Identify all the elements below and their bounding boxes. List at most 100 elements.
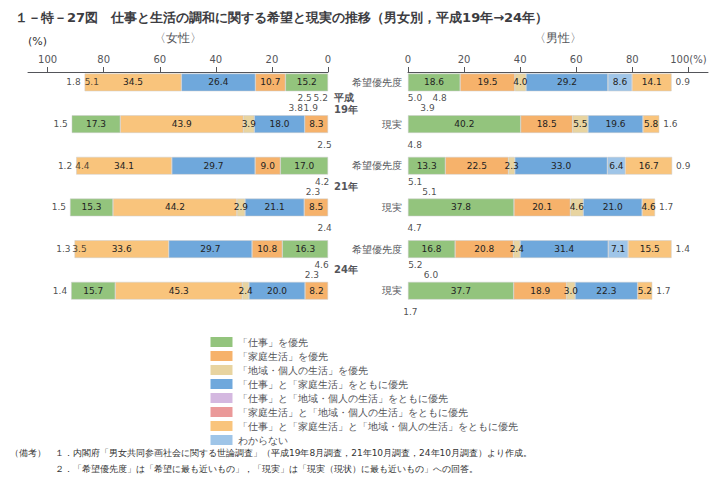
- svg-text:21.1: 21.1: [265, 202, 285, 212]
- svg-text:13.3: 13.3: [417, 161, 437, 171]
- svg-text:1.4: 1.4: [53, 286, 68, 296]
- svg-text:1.4: 1.4: [676, 244, 691, 254]
- svg-text:33.0: 33.0: [551, 161, 571, 171]
- svg-text:「仕事」と「家庭生活」をともに優先: 「仕事」と「家庭生活」をともに優先: [238, 379, 408, 390]
- svg-text:18.5: 18.5: [537, 119, 557, 129]
- svg-text:7.1: 7.1: [611, 244, 625, 254]
- svg-text:(%): (%): [28, 35, 47, 48]
- svg-text:20: 20: [266, 54, 279, 65]
- svg-text:16.8: 16.8: [422, 244, 442, 254]
- svg-text:「仕事」を優先: 「仕事」を優先: [238, 337, 308, 348]
- svg-text:1.2: 1.2: [58, 161, 72, 171]
- svg-text:100: 100: [38, 54, 57, 65]
- svg-text:20.0: 20.0: [267, 286, 287, 296]
- svg-text:〈男性〉: 〈男性〉: [534, 31, 582, 45]
- svg-text:17.0: 17.0: [294, 161, 314, 171]
- svg-text:1.7: 1.7: [403, 307, 417, 317]
- svg-text:5.8: 5.8: [644, 119, 659, 129]
- svg-text:1.5: 1.5: [52, 202, 66, 212]
- svg-text:37.8: 37.8: [451, 202, 471, 212]
- svg-text:5.1: 5.1: [422, 187, 436, 197]
- svg-text:18.6: 18.6: [424, 77, 444, 87]
- svg-text:33.6: 33.6: [112, 244, 132, 254]
- svg-text:10.7: 10.7: [260, 77, 280, 87]
- svg-text:22.3: 22.3: [596, 286, 616, 296]
- svg-text:「仕事」と「地域・個人の生活」をともに優先: 「仕事」と「地域・個人の生活」をともに優先: [238, 393, 448, 404]
- svg-text:34.1: 34.1: [114, 161, 134, 171]
- svg-text:20.1: 20.1: [532, 202, 552, 212]
- svg-text:9.0: 9.0: [261, 161, 276, 171]
- svg-text:19.6: 19.6: [605, 119, 625, 129]
- svg-text:24年: 24年: [334, 264, 358, 275]
- svg-text:1.5: 1.5: [53, 119, 67, 129]
- svg-text:6.4: 6.4: [609, 161, 624, 171]
- svg-text:希望優先度: 希望優先度: [352, 244, 402, 255]
- svg-text:29.7: 29.7: [203, 161, 223, 171]
- svg-text:3.8: 3.8: [289, 103, 304, 113]
- svg-text:15.2: 15.2: [297, 77, 317, 87]
- svg-text:40: 40: [514, 54, 527, 65]
- svg-text:現実: 現実: [382, 119, 402, 130]
- svg-text:8.6: 8.6: [613, 77, 628, 87]
- svg-text:29.2: 29.2: [557, 77, 577, 87]
- svg-text:2.3: 2.3: [305, 270, 319, 280]
- svg-text:3.0: 3.0: [564, 286, 579, 296]
- svg-text:1.3: 1.3: [56, 244, 70, 254]
- svg-text:2.9: 2.9: [234, 202, 249, 212]
- svg-text:3.9: 3.9: [420, 103, 435, 113]
- svg-text:4.0: 4.0: [513, 77, 528, 87]
- svg-text:2.4: 2.4: [238, 286, 253, 296]
- svg-text:44.2: 44.2: [165, 202, 185, 212]
- svg-text:8.5: 8.5: [309, 202, 323, 212]
- svg-text:21.0: 21.0: [603, 202, 623, 212]
- svg-text:22.5: 22.5: [467, 161, 487, 171]
- svg-text:5.1: 5.1: [85, 77, 99, 87]
- svg-text:5.2: 5.2: [408, 260, 422, 270]
- svg-text:37.7: 37.7: [451, 286, 471, 296]
- svg-text:2.3: 2.3: [306, 187, 320, 197]
- svg-text:4.7: 4.7: [407, 223, 421, 233]
- svg-text:2.4: 2.4: [510, 244, 525, 254]
- svg-text:100(%): 100(%): [670, 54, 706, 65]
- svg-text:0.9: 0.9: [676, 77, 691, 87]
- svg-text:わからない: わからない: [238, 435, 288, 446]
- svg-text:２．「希望優先度」は「希望に最も近いもの」，「現実」は「現実: ２．「希望優先度」は「希望に最も近いもの」，「現実」は「現実（現状）に最も近いも…: [10, 464, 478, 474]
- svg-text:40: 40: [209, 54, 222, 65]
- svg-text:80: 80: [97, 54, 110, 65]
- svg-text:4.2: 4.2: [315, 177, 329, 187]
- svg-text:18.9: 18.9: [530, 286, 550, 296]
- svg-text:4.6: 4.6: [570, 202, 585, 212]
- svg-text:〈女性〉: 〈女性〉: [154, 31, 202, 45]
- svg-text:6.0: 6.0: [424, 270, 439, 280]
- svg-text:0.9: 0.9: [676, 161, 691, 171]
- svg-text:10.8: 10.8: [257, 244, 277, 254]
- svg-text:現実: 現実: [382, 285, 402, 296]
- svg-text:4.6: 4.6: [314, 260, 329, 270]
- svg-text:0: 0: [405, 54, 411, 65]
- svg-text:20: 20: [458, 54, 471, 65]
- svg-text:1.7: 1.7: [656, 286, 670, 296]
- svg-text:17.3: 17.3: [86, 119, 106, 129]
- svg-text:21年: 21年: [334, 181, 358, 192]
- svg-text:1.6: 1.6: [663, 119, 678, 129]
- svg-text:18.0: 18.0: [269, 119, 289, 129]
- svg-text:希望優先度: 希望優先度: [352, 160, 402, 171]
- svg-text:「仕事」と「家庭生活」と「地域・個人の生活」をともに優先: 「仕事」と「家庭生活」と「地域・個人の生活」をともに優先: [238, 421, 518, 432]
- svg-text:60: 60: [570, 54, 583, 65]
- svg-text:29.7: 29.7: [200, 244, 220, 254]
- svg-text:19.5: 19.5: [477, 77, 497, 87]
- svg-text:15.3: 15.3: [81, 202, 101, 212]
- svg-text:4.8: 4.8: [408, 140, 423, 150]
- svg-text:31.4: 31.4: [554, 244, 574, 254]
- svg-text:8.3: 8.3: [309, 119, 323, 129]
- svg-text:4.6: 4.6: [641, 202, 656, 212]
- svg-text:40.2: 40.2: [454, 119, 474, 129]
- svg-text:16.3: 16.3: [295, 244, 315, 254]
- svg-text:2.3: 2.3: [504, 161, 518, 171]
- svg-text:14.1: 14.1: [642, 77, 662, 87]
- svg-text:現実: 現実: [382, 202, 402, 213]
- svg-text:「家庭生活」と「地域・個人の生活」をともに優先: 「家庭生活」と「地域・個人の生活」をともに優先: [238, 407, 468, 418]
- svg-text:2.5: 2.5: [317, 140, 331, 150]
- svg-text:15.7: 15.7: [83, 286, 103, 296]
- svg-text:1.7: 1.7: [659, 202, 673, 212]
